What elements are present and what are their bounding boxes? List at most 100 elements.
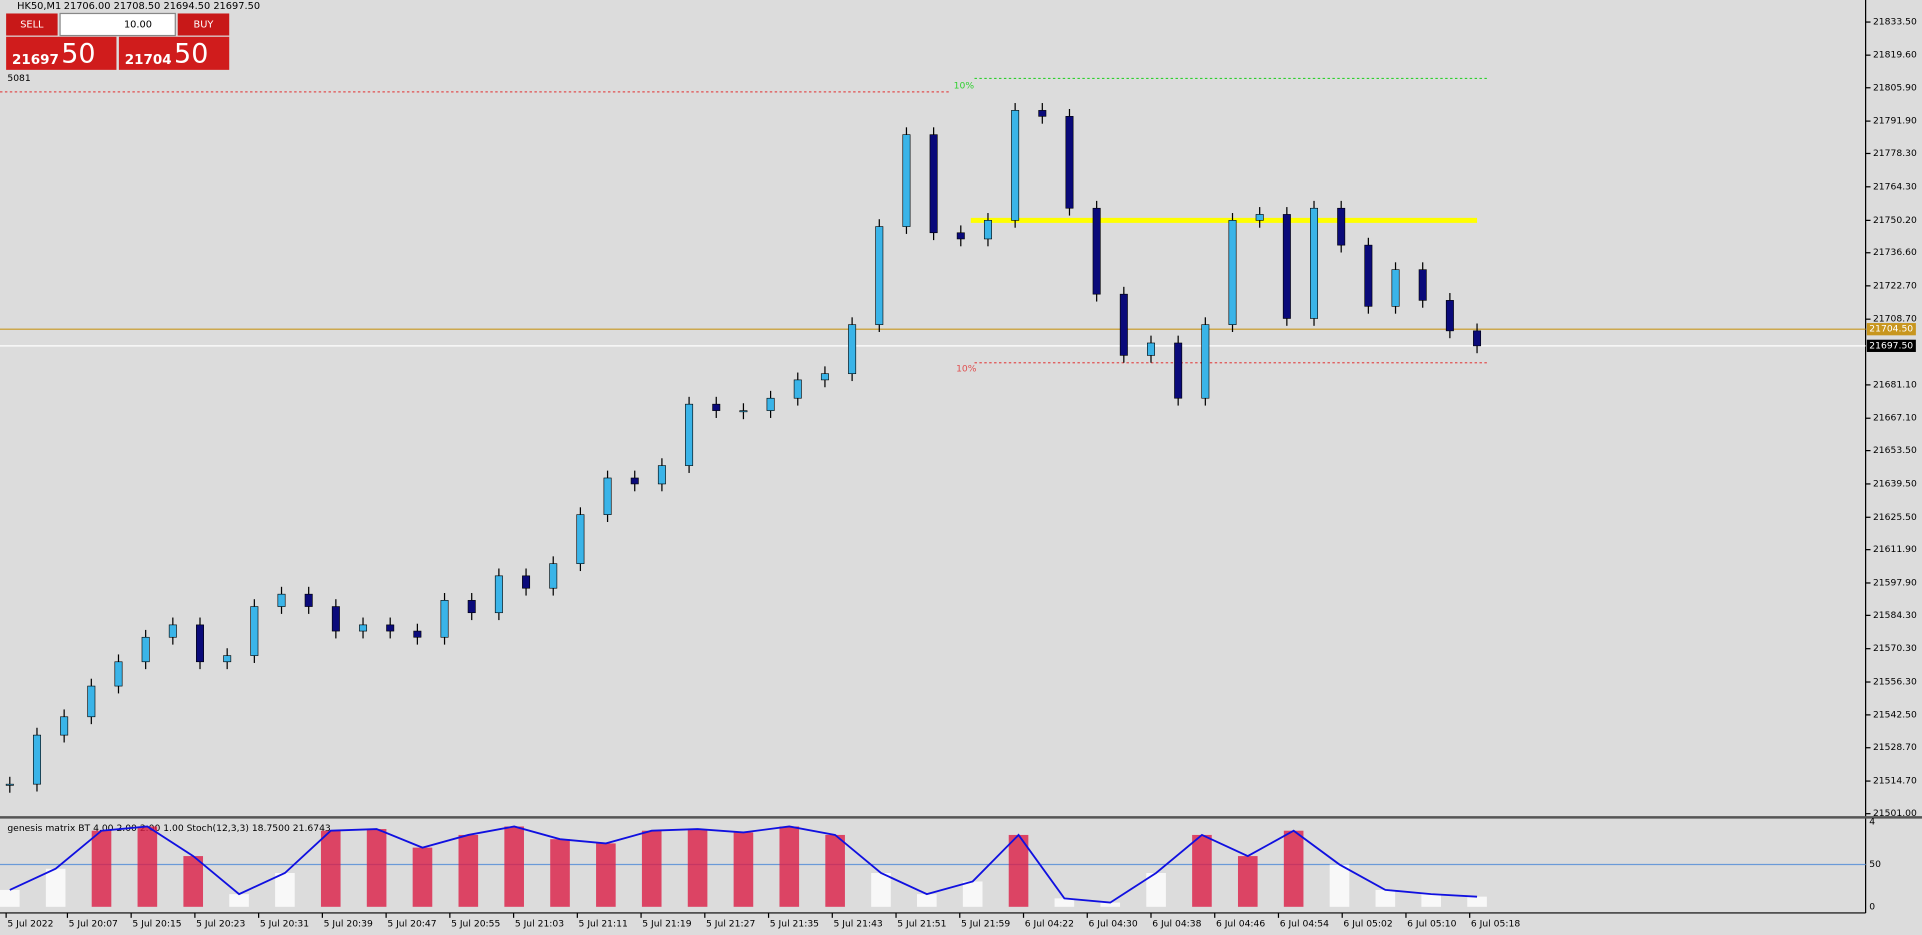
candle — [413, 630, 422, 638]
y-tick-label: 21653.50 — [1873, 445, 1917, 456]
candle — [929, 134, 938, 234]
y-tick-label: 21584.30 — [1873, 610, 1917, 621]
histogram-bar — [596, 843, 616, 907]
candle — [1201, 324, 1210, 399]
y-tick-label: 21791.90 — [1873, 116, 1917, 127]
x-tick-label: 6 Jul 05:10 — [1407, 918, 1456, 929]
volume-box[interactable] — [59, 12, 176, 37]
candle — [168, 624, 177, 638]
candle — [576, 514, 585, 565]
y-tick-label: 21556.30 — [1873, 677, 1917, 688]
x-tick-label: 5 Jul 20:55 — [451, 918, 500, 929]
candle — [1364, 244, 1373, 307]
level-text: 10% — [954, 80, 975, 91]
y-tick-label: 21667.10 — [1873, 413, 1917, 424]
candle — [956, 232, 965, 240]
y-tick-label: 21501.00 — [1873, 808, 1917, 819]
sell-pips: 50 — [61, 39, 95, 70]
buy-price-box[interactable] — [118, 36, 230, 70]
candle — [196, 624, 204, 663]
candle — [141, 636, 150, 663]
candle — [983, 220, 992, 240]
candle — [223, 655, 232, 663]
x-tick-label: 6 Jul 04:30 — [1088, 918, 1137, 929]
x-tick-label: 5 Jul 21:19 — [642, 918, 691, 929]
y-tick-label: 21778.30 — [1873, 148, 1917, 159]
osc-tick-label: 0 — [1869, 901, 1875, 912]
histogram-bar — [962, 881, 983, 907]
histogram-bar — [1008, 834, 1029, 907]
histogram-bar — [1283, 830, 1304, 907]
x-tick-label: 5 Jul 21:43 — [834, 918, 883, 929]
candle — [1119, 293, 1128, 356]
price-tag — [1866, 323, 1916, 336]
y-tick-label: 21528.70 — [1873, 742, 1917, 753]
sell-price-box[interactable] — [6, 36, 117, 70]
candle — [114, 661, 123, 687]
candle — [603, 477, 612, 515]
histogram-bar — [366, 829, 387, 907]
candle — [5, 783, 14, 786]
oscillator-title: genesis matrix BT 4.00 2.00 2.00 1.00 St… — [7, 823, 331, 834]
y-tick-label: 21681.10 — [1873, 379, 1917, 390]
x-tick-label: 6 Jul 04:38 — [1152, 918, 1201, 929]
ohlc: 21706.00 21708.50 21694.50 21697.50 — [64, 1, 260, 12]
candle — [549, 563, 558, 589]
y-tick-label: 21570.30 — [1873, 643, 1917, 654]
candle — [386, 624, 395, 632]
y-tick-label: 21639.50 — [1873, 478, 1917, 489]
x-tick-label: 5 Jul 2022 — [7, 918, 53, 929]
x-tick-label: 6 Jul 05:02 — [1343, 918, 1392, 929]
histogram-bar — [825, 834, 845, 907]
candle — [1418, 269, 1427, 301]
histogram-bar — [412, 847, 433, 907]
buy-button[interactable] — [177, 13, 230, 36]
candle — [1092, 207, 1101, 295]
histogram-bar — [320, 830, 341, 907]
x-tick-label: 5 Jul 20:23 — [196, 918, 245, 929]
histogram-bar — [1375, 889, 1396, 907]
histogram-bar — [229, 894, 249, 907]
osc-tick-label: 4 — [1869, 817, 1875, 828]
y-tick-label: 21708.70 — [1873, 314, 1917, 325]
stoch-line — [9, 825, 1478, 904]
candle — [1228, 220, 1237, 325]
level-text: 10% — [956, 363, 977, 374]
histogram-bar — [641, 830, 662, 907]
volume: 10.00 — [124, 20, 152, 31]
candle — [494, 575, 503, 614]
x-tick-label: 6 Jul 05:18 — [1471, 918, 1520, 929]
candle — [712, 403, 721, 411]
x-tick-label: 6 Jul 04:22 — [1025, 918, 1074, 929]
candle — [766, 397, 775, 411]
x-tick-label: 5 Jul 20:15 — [132, 918, 181, 929]
candle — [902, 134, 911, 227]
histogram-bar — [1467, 896, 1487, 907]
osc-tick-label: 50 — [1869, 859, 1881, 870]
histogram-bar — [1237, 856, 1258, 907]
y-tick-label: 21625.50 — [1873, 512, 1917, 523]
candle — [1011, 110, 1020, 221]
x-tick-label: 5 Jul 21:51 — [897, 918, 946, 929]
candle — [1174, 342, 1183, 399]
candle — [277, 593, 286, 607]
x-tick-label: 6 Jul 04:54 — [1280, 918, 1329, 929]
candle — [522, 575, 531, 589]
x-tick-label: 5 Jul 20:07 — [69, 918, 118, 929]
candle — [1065, 116, 1074, 209]
candle — [1038, 110, 1047, 117]
candle — [331, 606, 340, 632]
candle — [848, 324, 857, 375]
y-tick-label: 21736.60 — [1873, 247, 1917, 258]
x-tick-label: 5 Jul 21:03 — [515, 918, 564, 929]
candle — [1337, 207, 1346, 246]
candle — [1391, 269, 1400, 307]
candle — [250, 606, 259, 656]
y-tick-label: 21819.60 — [1873, 50, 1917, 61]
sell-button[interactable] — [6, 13, 58, 36]
x-tick-label: 5 Jul 20:31 — [260, 918, 309, 929]
buy-pips: 50 — [174, 39, 208, 70]
candle — [685, 403, 694, 466]
